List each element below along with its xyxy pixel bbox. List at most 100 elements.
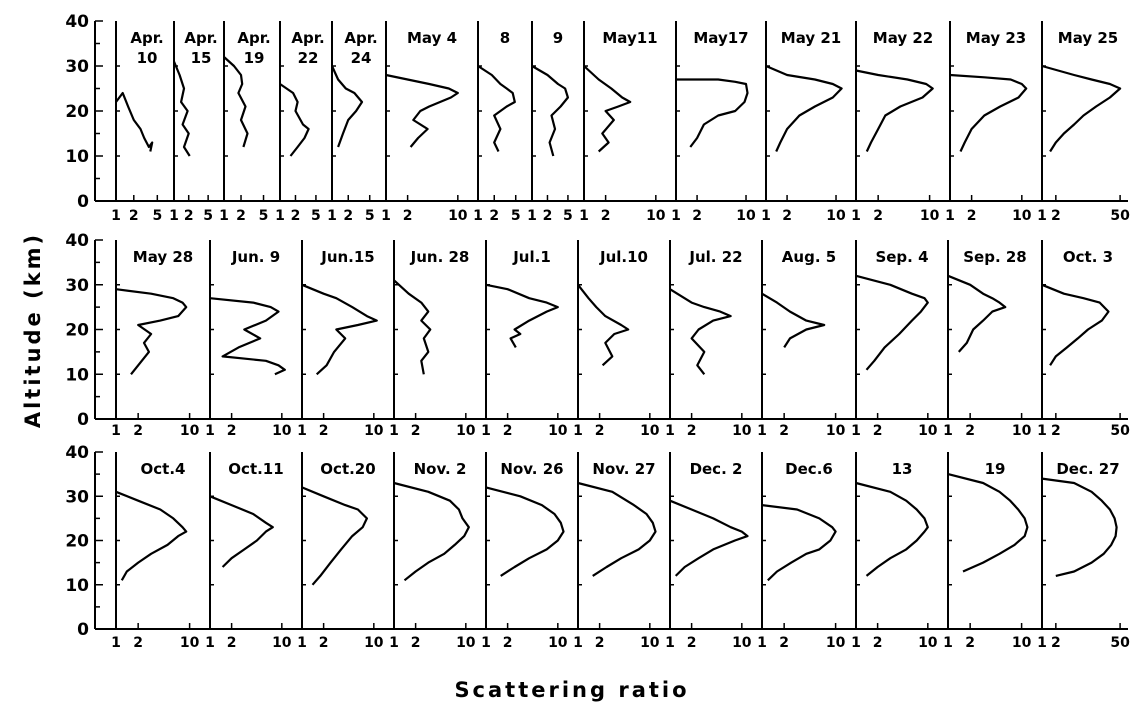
x-tick-label: 2: [403, 208, 413, 224]
panel-date-label: Jul.1: [512, 248, 551, 266]
x-tick-label: 2: [782, 208, 792, 224]
panel-date-label: Dec.6: [785, 460, 833, 478]
panel-date-label: Nov. 27: [592, 460, 655, 478]
x-tick-label: 2: [873, 208, 883, 224]
scattering-profile: [855, 69, 934, 152]
x-tick-label: 2: [411, 423, 421, 439]
x-tick-label: 10: [456, 423, 476, 439]
x-tick-label: 10: [456, 635, 476, 651]
x-tick-label: 1: [169, 208, 179, 224]
y-tick-label: 0: [77, 620, 89, 640]
scattering-profile: [583, 65, 632, 153]
panel-date-label: Dec. 2: [690, 460, 743, 478]
scattering-profile: [1041, 64, 1122, 153]
y-tick-label: 10: [65, 147, 89, 167]
panel-date-label: 8: [500, 29, 510, 47]
x-tick-label: 10: [918, 635, 938, 651]
x-tick-label: 50: [1110, 208, 1130, 224]
x-tick-label: 10: [548, 423, 568, 439]
panel-date-label: Oct.11: [228, 460, 283, 478]
x-tick-label: 1: [481, 423, 491, 439]
x-tick-label: 10: [826, 423, 846, 439]
x-tick-label: 1: [219, 208, 229, 224]
panel-date-label: 13: [892, 460, 913, 478]
x-tick-label: 1: [851, 635, 861, 651]
x-tick-label: 10: [448, 208, 468, 224]
x-tick-label: 1: [1037, 423, 1047, 439]
scattering-profile: [477, 65, 516, 152]
panel-date-label: Aug. 5: [782, 248, 836, 266]
scattering-profile: [669, 288, 732, 375]
x-tick-label: 1: [573, 423, 583, 439]
y-tick-label: 0: [77, 410, 89, 430]
x-tick-label: 1: [297, 635, 307, 651]
x-tick-label: 10: [736, 208, 756, 224]
scattering-profile: [279, 83, 310, 157]
y-tick-label: 20: [65, 532, 89, 552]
x-tick-label: 2: [184, 208, 194, 224]
x-tick-label: 2: [227, 423, 237, 439]
panel-date-label: Apr.: [291, 29, 324, 47]
x-tick-label: 50: [1110, 635, 1130, 651]
scattering-profile: [676, 78, 749, 148]
panel-date-label: Oct. 3: [1063, 248, 1113, 266]
panel-date-label: Jun. 28: [410, 248, 470, 266]
panel-date-label: 10: [137, 49, 158, 67]
x-tick-label: 1: [275, 208, 285, 224]
x-tick-label: 2: [503, 423, 513, 439]
y-tick-label: 0: [77, 192, 89, 212]
x-tick-label: 1: [851, 423, 861, 439]
y-tick-label: 10: [65, 576, 89, 596]
x-tick-label: 2: [133, 635, 143, 651]
scattering-profile: [949, 73, 1028, 152]
x-tick-label: 2: [543, 208, 553, 224]
x-tick-label: 2: [873, 423, 883, 439]
x-tick-label: 10: [920, 208, 940, 224]
x-tick-label: 5: [511, 208, 521, 224]
x-tick-label: 10: [1012, 208, 1032, 224]
x-tick-label: 5: [365, 208, 375, 224]
x-tick-label: 2: [965, 423, 975, 439]
x-tick-label: 1: [381, 208, 391, 224]
x-tick-label: 2: [227, 635, 237, 651]
panel-date-label: Apr.: [184, 29, 217, 47]
scattering-profile: [485, 283, 559, 348]
x-tick-label: 2: [595, 635, 605, 651]
y-tick-label: 20: [65, 321, 89, 341]
x-tick-label: 1: [757, 635, 767, 651]
panel-date-label: 24: [351, 49, 372, 67]
panel-date-label: Jun. 9: [231, 248, 280, 266]
panel-date-label: Oct.4: [141, 460, 186, 478]
x-tick-label: 1: [943, 423, 953, 439]
x-tick-label: 2: [319, 423, 329, 439]
x-tick-label: 2: [291, 208, 301, 224]
panel-date-label: Apr.: [237, 29, 270, 47]
panel-date-label: 9: [553, 29, 563, 47]
scattering-profile: [223, 56, 249, 148]
x-tick-label: 2: [1051, 208, 1061, 224]
x-tick-label: 1: [943, 635, 953, 651]
scattering-profile: [669, 499, 749, 577]
x-tick-label: 2: [411, 635, 421, 651]
x-tick-label: 1: [205, 423, 215, 439]
x-tick-label: 2: [1051, 423, 1061, 439]
x-tick-label: 10: [826, 635, 846, 651]
x-tick-label: 1: [851, 208, 861, 224]
panel-date-label: 19: [244, 49, 265, 67]
x-tick-label: 10: [1012, 635, 1032, 651]
y-tick-label: 40: [65, 443, 89, 463]
scattering-profile: [115, 91, 154, 152]
x-tick-label: 5: [311, 208, 321, 224]
scattering-profile: [761, 504, 837, 582]
x-tick-label: 2: [779, 635, 789, 651]
panel-date-label: Apr.: [130, 29, 163, 47]
x-tick-label: 1: [527, 208, 537, 224]
scattering-profile: [761, 292, 826, 348]
x-tick-label: 10: [826, 208, 846, 224]
x-tick-label: 1: [1037, 635, 1047, 651]
scattering-profile: [947, 473, 1029, 573]
panel-date-label: May 23: [966, 29, 1026, 47]
y-tick-label: 10: [65, 365, 89, 385]
